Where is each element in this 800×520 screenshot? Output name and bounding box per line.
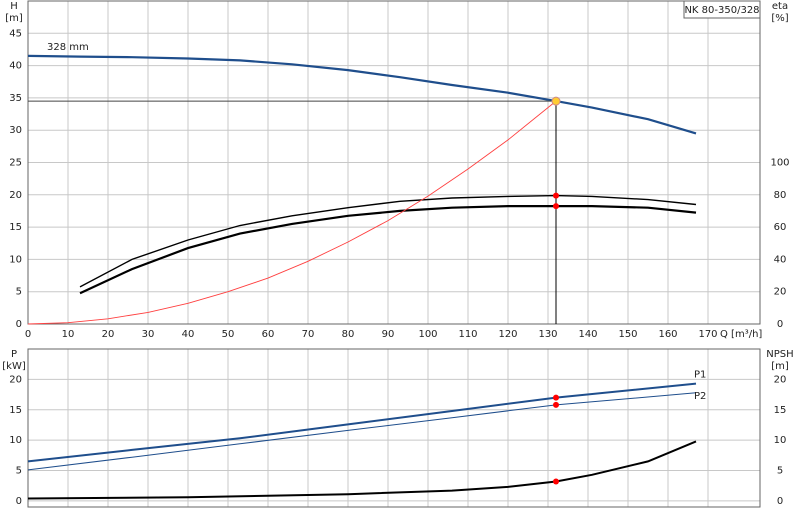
x-tick-label: 170 (698, 329, 717, 340)
y-tick-label: 0 (16, 319, 22, 330)
operating-point (553, 478, 559, 485)
x-tick-label: 10 (62, 329, 75, 340)
curve (27, 100, 557, 325)
y-tick-label: 35 (9, 93, 22, 104)
y2-tick-label: 0 (777, 496, 783, 507)
x-tick-label: 90 (382, 329, 395, 340)
operating-point (553, 192, 559, 199)
y-tick-label: 40 (9, 61, 22, 72)
y2-axis-unit: [%] (771, 13, 788, 24)
y2-tick-label: 40 (774, 254, 787, 265)
x-tick-label: 70 (302, 329, 315, 340)
series-label: P2 (694, 391, 706, 402)
y-tick-label: 15 (9, 405, 22, 416)
y2-tick-label: 5 (777, 466, 783, 477)
y2-tick-label: 15 (774, 405, 787, 416)
y-tick-label: 25 (9, 158, 22, 169)
x-tick-label: 50 (222, 329, 235, 340)
y2-tick-label: 100 (770, 158, 789, 169)
y-tick-label: 0 (16, 496, 22, 507)
x-tick-label: 100 (418, 329, 437, 340)
series-label: P1 (694, 370, 706, 381)
operating-point (553, 401, 559, 408)
y-tick-label: 5 (16, 466, 22, 477)
x-tick-label: 0 (25, 329, 31, 340)
chart-title: NK 80-350/328 (684, 5, 759, 16)
y2-tick-label: 80 (774, 190, 787, 201)
x-tick-label: 140 (578, 329, 597, 340)
y-tick-label: 5 (16, 287, 22, 298)
curve (27, 54, 697, 135)
x-tick-label: 40 (182, 329, 195, 340)
y2-axis-unit: [m] (771, 361, 789, 372)
curve (79, 205, 697, 295)
y-tick-label: 15 (9, 222, 22, 233)
y2-tick-label: 20 (774, 287, 787, 298)
y-axis-unit: [m] (5, 13, 23, 24)
operating-point (553, 394, 559, 401)
operating-point (553, 203, 559, 210)
y2-tick-label: 20 (774, 374, 787, 385)
y-axis-label: H (10, 1, 18, 12)
x-axis-label: Q [m³/h] (720, 329, 762, 340)
x-tick-label: 160 (658, 329, 677, 340)
y2-axis-label: NPSH (766, 349, 793, 360)
curve (79, 194, 697, 288)
curve (27, 440, 697, 500)
x-tick-label: 80 (342, 329, 355, 340)
y-tick-label: 45 (9, 28, 22, 39)
plot-frame (27, 0, 761, 325)
y2-tick-label: 60 (774, 222, 787, 233)
curve (27, 382, 697, 463)
curve-annotation: 328 mm (47, 42, 89, 53)
x-tick-label: 60 (262, 329, 275, 340)
plot-frame (27, 348, 761, 508)
y-tick-label: 10 (9, 435, 22, 446)
y2-axis-label: eta (772, 1, 788, 12)
y-tick-label: 10 (9, 254, 22, 265)
y-axis-unit: [kW] (2, 361, 26, 372)
y-tick-label: 20 (9, 374, 22, 385)
x-tick-label: 30 (142, 329, 155, 340)
x-tick-label: 120 (498, 329, 517, 340)
x-tick-label: 20 (102, 329, 115, 340)
operating-point (551, 96, 561, 106)
x-tick-label: 150 (618, 329, 637, 340)
x-tick-label: 110 (458, 329, 477, 340)
x-tick-label: 130 (538, 329, 557, 340)
title-box (683, 0, 761, 19)
y-tick-label: 30 (9, 125, 22, 136)
y2-tick-label: 0 (777, 319, 783, 330)
y2-tick-label: 10 (774, 435, 787, 446)
y-axis-label: P (11, 349, 17, 360)
y-tick-label: 20 (9, 190, 22, 201)
curve (27, 392, 697, 471)
